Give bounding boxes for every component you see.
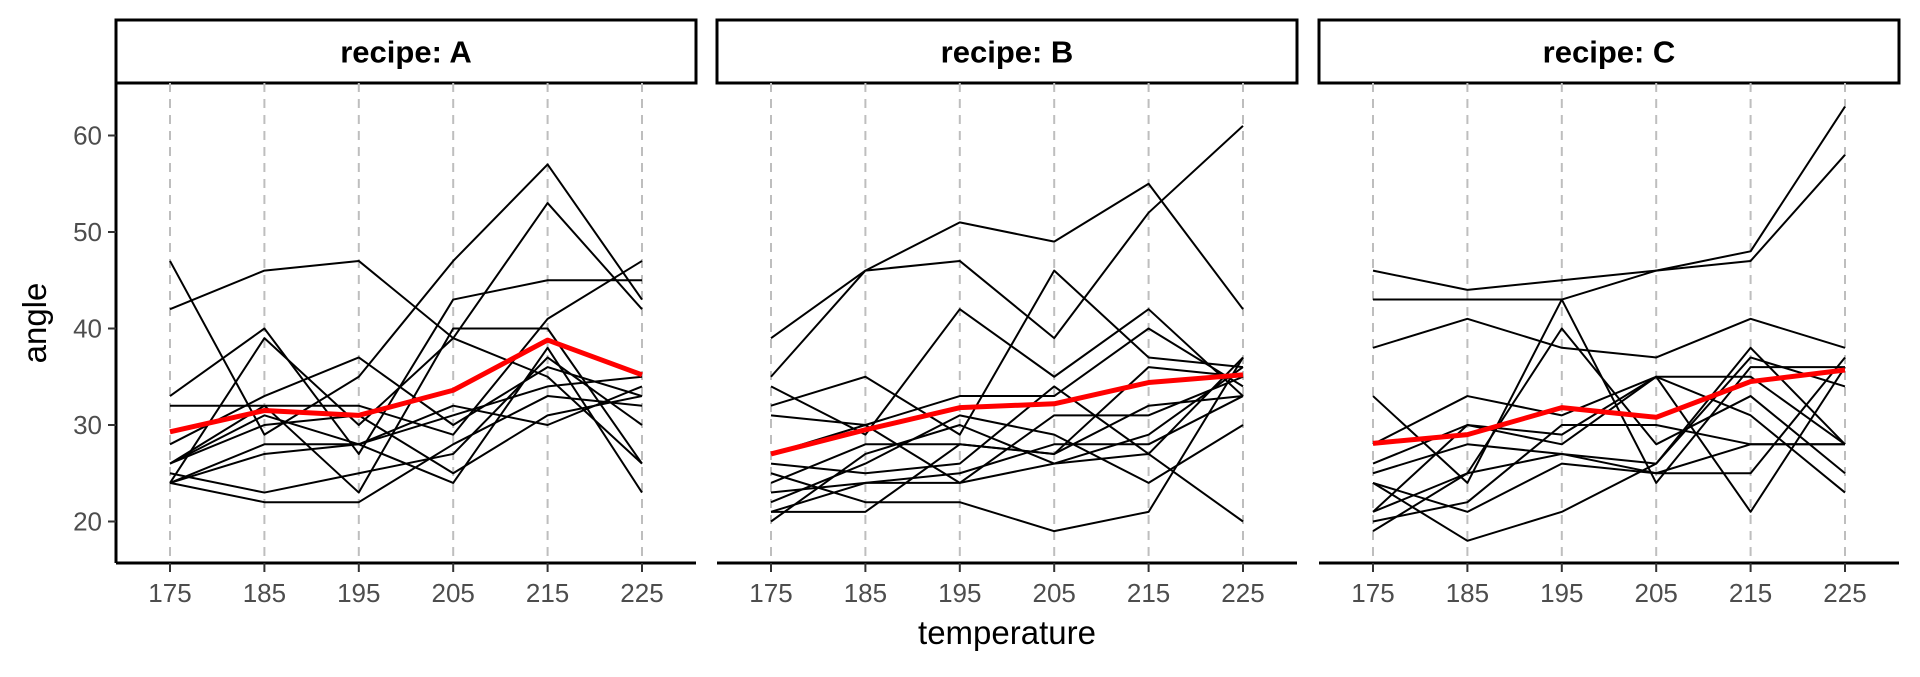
x-tick-label: 185 [844, 578, 887, 608]
series-line [1372, 106, 1846, 291]
series-line [169, 375, 643, 484]
x-tick-label: 185 [1446, 578, 1489, 608]
series-line [169, 395, 643, 475]
series-line [770, 356, 1244, 533]
x-tick-label: 205 [432, 578, 475, 608]
x-tick-label: 195 [337, 578, 380, 608]
series-line [169, 395, 643, 504]
series-line [770, 414, 1244, 504]
x-tick-label: 225 [620, 578, 663, 608]
series-line [169, 356, 643, 446]
x-tick-label: 215 [526, 578, 569, 608]
x-tick-label: 175 [749, 578, 792, 608]
series-line [770, 125, 1244, 378]
series-line [1372, 317, 1846, 359]
series-line [1372, 424, 1845, 523]
series-line [1372, 443, 1845, 533]
series-line [770, 308, 1244, 436]
mean-line [770, 372, 1244, 457]
series-line [770, 356, 1244, 475]
series-line [770, 452, 1244, 523]
series-line [1373, 154, 1846, 301]
series-line [170, 327, 643, 494]
x-tick-label: 175 [1351, 578, 1394, 608]
series-line [169, 279, 642, 455]
series-line [169, 259, 643, 465]
series-line [1372, 346, 1846, 542]
series-line [1372, 298, 1845, 484]
series-line [770, 327, 1244, 426]
y-tick-label: 20 [73, 507, 102, 537]
series-line [770, 395, 1244, 494]
y-tick-label: 30 [73, 410, 102, 440]
series-line [770, 182, 1244, 339]
x-tick-label: 225 [1221, 578, 1264, 608]
series-line [771, 366, 1244, 513]
x-tick-label: 215 [1729, 578, 1772, 608]
series-line [1372, 356, 1846, 475]
facet-strip [1317, 18, 1901, 85]
series-line [169, 385, 643, 484]
series-line [1372, 375, 1846, 446]
x-tick-label: 175 [148, 578, 191, 608]
y-tick-label: 60 [73, 121, 102, 151]
x-tick-label: 205 [1033, 578, 1076, 608]
y-axis-title: angle [16, 283, 53, 364]
x-tick-label: 195 [1540, 578, 1583, 608]
series-line [1372, 327, 1846, 513]
facet-strip-label: recipe: C [1543, 35, 1676, 70]
facet-strip [114, 18, 698, 85]
x-axis-title: temperature [918, 614, 1096, 651]
series-line [770, 269, 1244, 436]
x-tick-label: 205 [1635, 578, 1678, 608]
x-tick-label: 185 [243, 578, 286, 608]
facet-strip [715, 18, 1299, 85]
x-tick-label: 195 [938, 578, 981, 608]
x-tick-label: 215 [1127, 578, 1170, 608]
x-tick-label: 225 [1823, 578, 1866, 608]
mean-line [169, 337, 643, 435]
y-tick-label: 50 [73, 217, 102, 247]
series-line [1372, 366, 1846, 513]
series-line [1372, 356, 1846, 513]
series-line [1372, 375, 1846, 494]
facet-strip-label: recipe: B [941, 35, 1074, 70]
facet-strip-label: recipe: A [340, 35, 472, 70]
series-line [169, 356, 643, 494]
series-line [770, 366, 1244, 523]
series-line [169, 202, 643, 484]
mean-line [1372, 367, 1846, 446]
y-tick-label: 40 [73, 314, 102, 344]
